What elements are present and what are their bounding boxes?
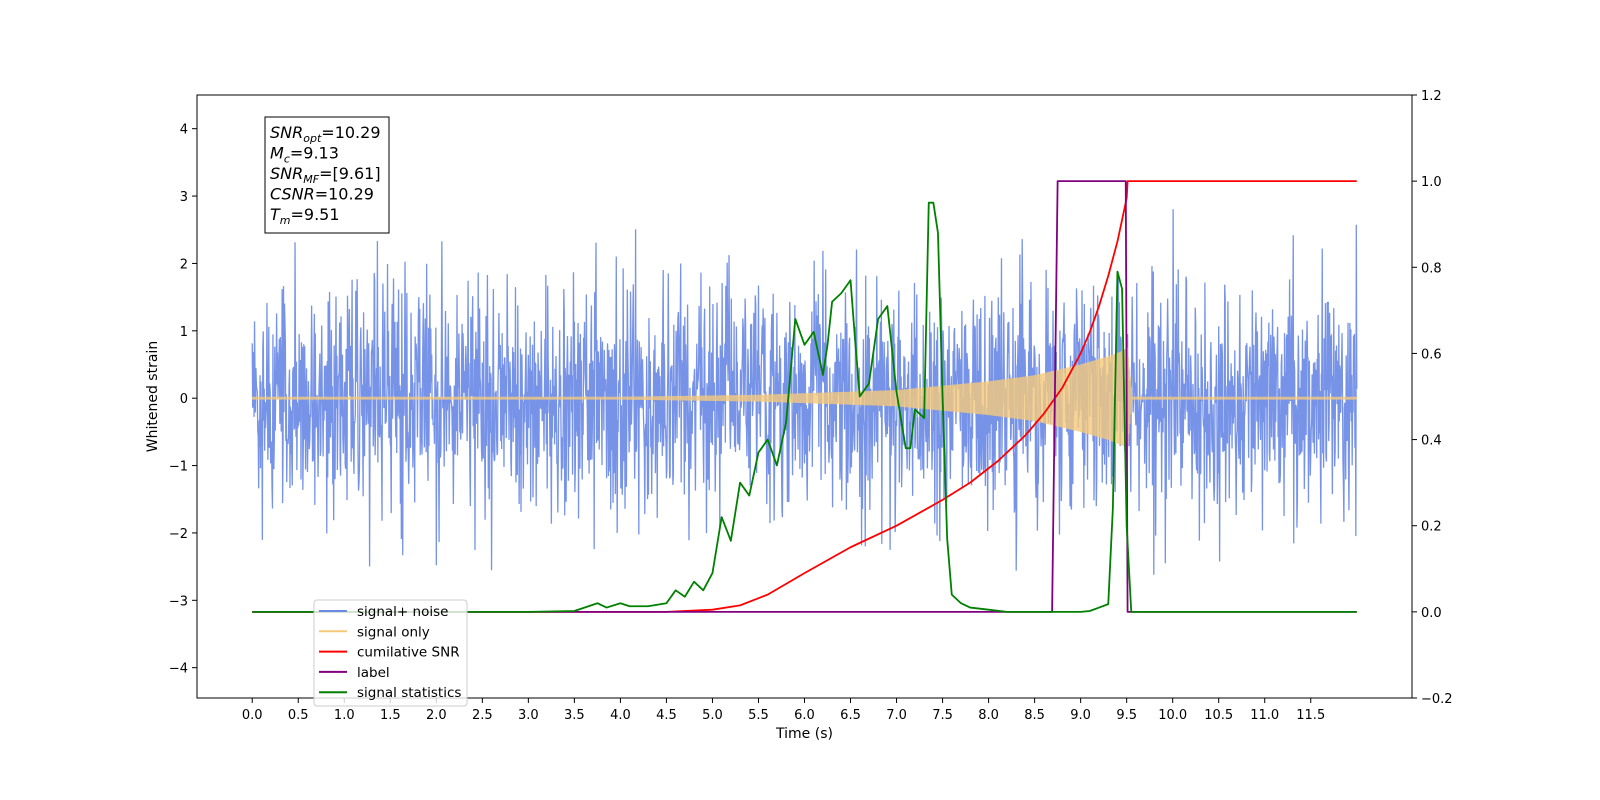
x-tick-label: 4.5: [656, 708, 677, 723]
y2-tick-label: 0.6: [1421, 347, 1442, 362]
y2-tick-label: 0.2: [1421, 520, 1442, 535]
x-tick-label: 3.5: [564, 708, 585, 723]
x-tick-label: 7.0: [886, 708, 907, 723]
info-line: Tm=9.51: [270, 205, 340, 227]
x-tick-label: 3.0: [518, 708, 539, 723]
x-tick-label: 8.5: [1024, 708, 1045, 723]
info-value: =[9.61]: [319, 164, 381, 183]
info-subscript: opt: [303, 132, 322, 145]
axes-layer: 0.0 0.5 1.0 1.5 2.0 2.5 3.0 3.5 4.0 4.5 5.0 5.5 6.0 6…: [169, 89, 1453, 723]
series-signal-statistics-line: [252, 201, 1357, 613]
x-tick-label: 6.5: [840, 708, 861, 723]
x-tick-label: 2.5: [472, 708, 493, 723]
x-tick-label: 7.5: [932, 708, 953, 723]
y-tick-label: −2: [169, 527, 188, 542]
x-tick-label: 10.5: [1204, 708, 1233, 723]
info-symbol: SNR: [270, 123, 303, 142]
y2-tick-label: 0.4: [1421, 434, 1442, 449]
info-subscript: c: [284, 153, 290, 166]
y2-tick-label: 0.8: [1421, 261, 1442, 276]
x-tick-label: 11.5: [1296, 708, 1325, 723]
legend-label-signal-only: signal only: [357, 624, 430, 640]
y-tick-label: −4: [169, 662, 188, 677]
info-symbol: T: [270, 205, 281, 224]
x-tick-label: 2.0: [426, 708, 447, 723]
info-value: =9.51: [291, 205, 340, 224]
y2-tick-label: 0.0: [1421, 606, 1442, 621]
y2-tick-label: 1.2: [1421, 89, 1442, 104]
x-tick-label: 5.0: [702, 708, 723, 723]
info-line: Mc=9.13: [270, 144, 339, 166]
x-tick-label: 1.5: [380, 708, 401, 723]
series-signal-noise-line: [251, 209, 1358, 575]
x-tick-label: 9.5: [1116, 708, 1137, 723]
x-tick-label: 8.0: [978, 708, 999, 723]
legend-label-signal-statistics: signal statistics: [357, 685, 461, 701]
series-layer: [251, 180, 1358, 613]
y-tick-label: 2: [180, 257, 188, 272]
info-value: =10.29: [321, 123, 380, 142]
legend-label-label: label: [357, 665, 390, 681]
x-tick-label: 5.5: [748, 708, 769, 723]
info-line: SNRMF=[9.61]: [270, 164, 381, 186]
x-tick-label: 1.0: [334, 708, 355, 723]
x-tick-label: 11.0: [1250, 708, 1279, 723]
y-tick-label: 4: [180, 123, 188, 138]
info-subscript: MF: [303, 173, 319, 186]
y-tick-label: −1: [169, 460, 188, 475]
x-tick-label: 4.0: [610, 708, 631, 723]
y-tick-label: −3: [169, 594, 188, 609]
y-tick-label: 0: [180, 392, 188, 407]
info-line: SNRopt=10.29: [270, 123, 381, 145]
x-tick-label: 10.0: [1158, 708, 1187, 723]
info-symbol: CSNR: [270, 185, 315, 204]
legend: signal+ noise signal only cumilative SNR la…: [313, 599, 468, 707]
y-tick-label: 1: [180, 325, 188, 340]
y-tick-label: 3: [180, 190, 188, 205]
legend-frame: [313, 599, 468, 707]
legend-label-signal-noise: signal+ noise: [357, 604, 448, 620]
x-tick-label: 0.0: [242, 708, 263, 723]
x-axis-label: Time (s): [775, 726, 833, 742]
info-box-frame: [264, 116, 390, 234]
y2-tick-label: −0.2: [1421, 692, 1453, 707]
info-subscript: m: [280, 214, 291, 227]
x-tick-label: 0.5: [288, 708, 309, 723]
info-value: =10.29: [315, 185, 374, 204]
y2-tick-label: 1.0: [1421, 175, 1442, 190]
info-box: SNRopt=10.29Mc=9.13SNRMF=[9.61]CSNR=10.2…: [264, 116, 390, 234]
info-value: =9.13: [290, 144, 339, 163]
legend-label-cumilative-snr: cumilative SNR: [357, 645, 460, 661]
info-line: CSNR=10.29: [270, 185, 374, 204]
info-symbol: M: [270, 144, 284, 163]
series-signal-only-line: [251, 347, 1358, 449]
info-symbol: SNR: [270, 164, 303, 183]
x-tick-label: 6.0: [794, 708, 815, 723]
y-axis-label: Whitened strain: [145, 341, 161, 452]
x-tick-label: 9.0: [1070, 708, 1091, 723]
